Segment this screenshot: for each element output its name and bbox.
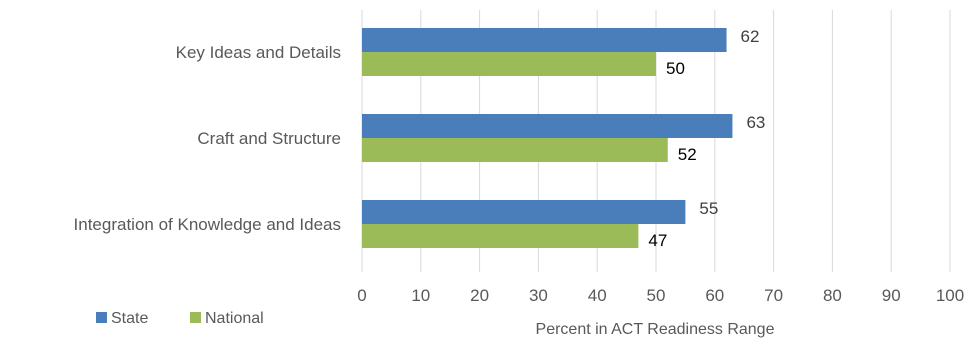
bar-state-integration-of-knowledge-and-ideas bbox=[362, 200, 686, 224]
bar-national-craft-and-structure bbox=[362, 138, 668, 162]
x-tick-label-20: 20 bbox=[470, 286, 489, 305]
bars bbox=[362, 28, 733, 248]
x-tick-label-0: 0 bbox=[357, 286, 366, 305]
value-label-state-integration-of-knowledge-and-ideas: 55 bbox=[699, 199, 718, 218]
bar-national-integration-of-knowledge-and-ideas bbox=[362, 224, 639, 248]
legend-swatch-state bbox=[96, 312, 107, 323]
category-label-craft-and-structure: Craft and Structure bbox=[197, 129, 341, 148]
x-tick-label-30: 30 bbox=[529, 286, 548, 305]
x-tick-label-70: 70 bbox=[764, 286, 783, 305]
legend: State National bbox=[96, 310, 264, 327]
value-labels: 62 50 63 52 55 47 bbox=[648, 27, 765, 250]
bar-state-craft-and-structure bbox=[362, 114, 733, 138]
x-tick-label-80: 80 bbox=[823, 286, 842, 305]
legend-swatch-national bbox=[190, 312, 201, 323]
legend-label-national: National bbox=[205, 310, 264, 327]
x-tick-label-60: 60 bbox=[705, 286, 724, 305]
value-label-state-craft-and-structure: 63 bbox=[746, 113, 765, 132]
value-label-state-key-ideas-and-details: 62 bbox=[741, 27, 760, 46]
bar-national-key-ideas-and-details bbox=[362, 52, 656, 76]
legend-label-state: State bbox=[111, 310, 148, 327]
x-tick-label-50: 50 bbox=[647, 286, 666, 305]
category-label-key-ideas-and-details: Key Ideas and Details bbox=[176, 43, 341, 62]
value-label-national-integration-of-knowledge-and-ideas: 47 bbox=[648, 231, 667, 250]
value-label-national-craft-and-structure: 52 bbox=[678, 145, 697, 164]
x-axis-title: Percent in ACT Readiness Range bbox=[536, 321, 775, 338]
x-tick-label-100: 100 bbox=[936, 286, 964, 305]
x-tick-labels: 0 10 20 30 40 50 60 70 80 90 100 bbox=[357, 286, 964, 305]
x-tick-label-90: 90 bbox=[882, 286, 901, 305]
category-label-integration-of-knowledge-and-ideas: Integration of Knowledge and Ideas bbox=[74, 215, 341, 234]
x-tick-label-10: 10 bbox=[411, 286, 430, 305]
category-labels: Key Ideas and Details Craft and Structure… bbox=[74, 43, 341, 234]
value-label-national-key-ideas-and-details: 50 bbox=[666, 59, 685, 78]
x-tick-label-40: 40 bbox=[588, 286, 607, 305]
bar-state-key-ideas-and-details bbox=[362, 28, 727, 52]
